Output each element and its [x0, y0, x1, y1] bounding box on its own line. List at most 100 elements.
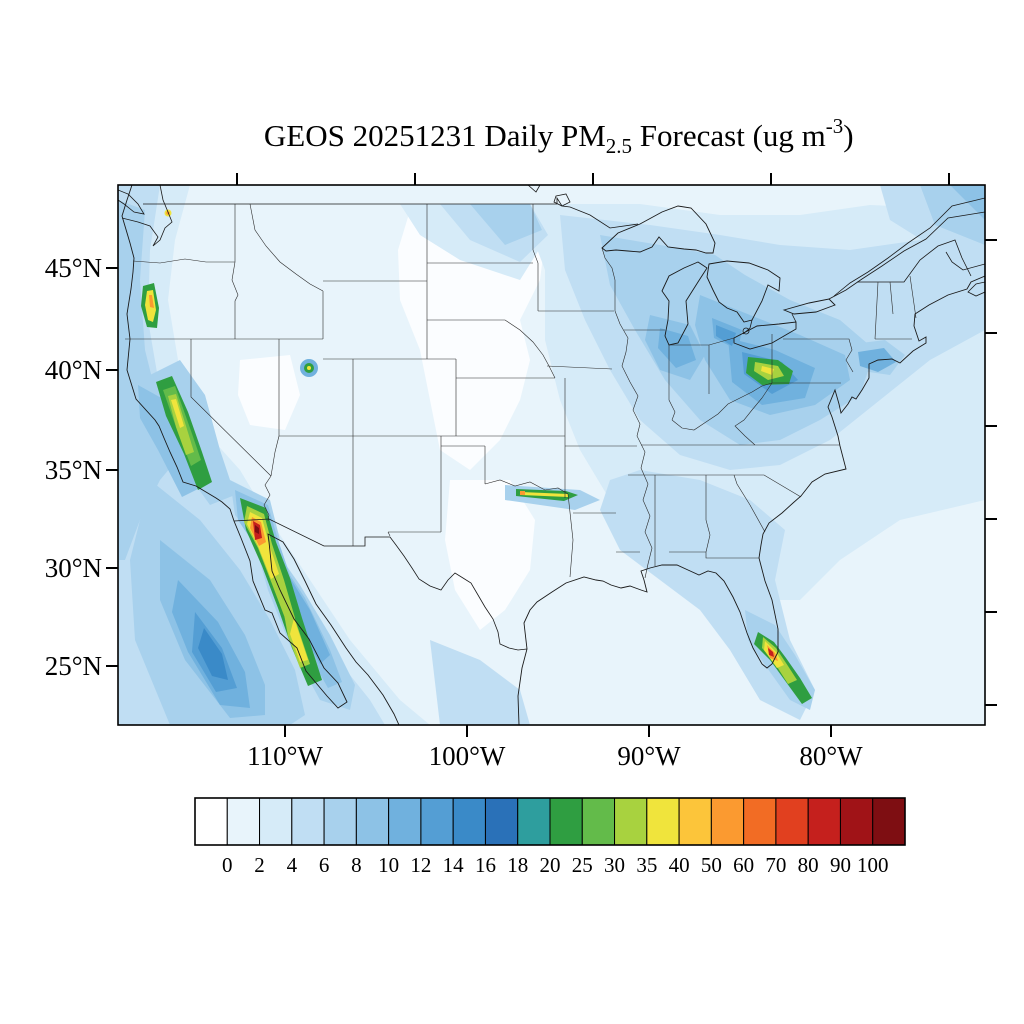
colorbar — [194, 797, 906, 846]
lake-huron — [706, 260, 781, 323]
colorbar-cell — [678, 797, 712, 846]
colorbar-cell — [872, 797, 906, 846]
lon-axis-label: 100°W — [429, 741, 506, 771]
lat-axis-label: 25°N — [45, 651, 102, 681]
colorbar-tick-label: 10 — [378, 853, 399, 877]
contour-region — [198, 628, 228, 680]
st-lawrence-north-bank — [833, 197, 985, 297]
colorbar-tick-label: 4 — [287, 853, 298, 877]
lake-of-the-woods — [553, 193, 571, 207]
colorbar-cell — [259, 797, 293, 846]
colorbar-tick-label: 8 — [351, 853, 362, 877]
state-borders — [125, 203, 917, 579]
contour-region — [138, 385, 200, 497]
colorbar-tick-label: 0 — [222, 853, 233, 877]
coastline-vancouver-island — [118, 189, 145, 215]
lat-axis-label: 30°N — [45, 553, 102, 583]
contour-region — [290, 618, 308, 662]
lake-winnipeg-tip — [527, 185, 541, 193]
colorbar-cell — [743, 797, 777, 846]
lake-superior — [601, 205, 716, 254]
title-suffix: ) — [843, 118, 853, 153]
colorbar-tick-label: 14 — [443, 853, 465, 877]
colorbar-tick-label: 2 — [254, 853, 265, 877]
lake-erie — [733, 321, 797, 350]
canada-border — [143, 196, 972, 335]
colorbar-cell — [775, 797, 809, 846]
lon-axis-label: 80°W — [799, 741, 863, 771]
contour-region — [430, 640, 530, 725]
colorbar-cell — [614, 797, 648, 846]
lake-ontario — [782, 298, 836, 315]
colorbar-tick-label: 16 — [475, 853, 496, 877]
colorbar-tick-label: 30 — [604, 853, 625, 877]
contour-region — [716, 325, 736, 346]
coastline-atlantic-gulf — [517, 275, 985, 725]
lat-axis-label: 35°N — [45, 455, 102, 485]
colorbar-cell — [581, 797, 616, 846]
contour-region — [521, 492, 568, 497]
colorbar-cell — [388, 797, 422, 846]
colorbar-cell — [517, 797, 551, 846]
contour-field — [118, 185, 985, 725]
lat-axis-label: 40°N — [45, 355, 102, 385]
plot-title: GEOS 20251231 Daily PM2.5 Forecast (ug m… — [225, 114, 877, 158]
contour-region — [255, 525, 259, 534]
lon-axis-label: 110°W — [247, 741, 323, 771]
title-superscript: -3 — [826, 114, 844, 138]
colorbar-tick-label: 70 — [765, 853, 786, 877]
colorbar-cell — [420, 797, 454, 846]
colorbar-tick-labels: 0 2 4 6 8 10 12 14 16 18 20 25 30 35 40 50 60 70 80 90 100 — [222, 853, 888, 877]
contour-region — [520, 491, 525, 495]
contour-region — [307, 366, 311, 370]
colorbar-cell — [291, 797, 325, 846]
lat-axis-label: 45°N — [45, 253, 102, 283]
axis-ticks — [106, 173, 997, 737]
colorbar-tick-label: 60 — [733, 853, 754, 877]
lon-axis-label: 90°W — [617, 741, 681, 771]
contour-region — [470, 204, 542, 245]
st-lawrence-south-bank — [828, 211, 985, 300]
contour-region — [171, 399, 184, 428]
colorbar-cell — [549, 797, 583, 846]
colorbar-cell — [807, 797, 841, 846]
colorbar-cell — [194, 797, 228, 846]
colorbar-cell — [710, 797, 745, 846]
colorbar-cell — [452, 797, 486, 846]
colorbar-tick-label: 40 — [669, 853, 690, 877]
contour-region — [238, 355, 300, 430]
colorbar-cell — [226, 797, 261, 846]
coastline-puget-sound — [121, 185, 173, 247]
colorbar-tick-label: 20 — [540, 853, 561, 877]
map-frame — [117, 184, 986, 726]
lake-michigan — [661, 261, 708, 346]
colorbar-cell — [323, 797, 357, 846]
colorbar-frame — [194, 797, 906, 846]
colorbar-cell — [355, 797, 390, 846]
colorbar-tick-label: 100 — [857, 853, 889, 877]
coastline-nova-scotia — [967, 281, 985, 297]
coastline-pacific — [121, 185, 400, 725]
colorbar-tick-label: 90 — [830, 853, 851, 877]
colorbar-tick-label: 18 — [507, 853, 528, 877]
contour-region — [768, 648, 774, 657]
coastline-maritimes — [945, 251, 985, 271]
colorbar-tick-label: 25 — [572, 853, 593, 877]
colorbar-cell — [484, 797, 519, 846]
contour-region — [445, 480, 535, 630]
colorbar-cell — [839, 797, 874, 846]
geography-outlines — [118, 185, 985, 725]
colorbar-tick-label: 12 — [410, 853, 431, 877]
mexico-border — [233, 518, 528, 651]
contour-region — [149, 295, 154, 308]
title-subscript: 2.5 — [606, 134, 632, 158]
colorbar-cell — [646, 797, 680, 846]
colorbar-tick-label: 50 — [701, 853, 722, 877]
contour-region — [761, 366, 774, 375]
axis-labels: 45°N 40°N 35°N 30°N 25°N 110°W 100°W 90°… — [45, 253, 863, 771]
title-main: GEOS 20251231 Daily PM — [264, 118, 606, 153]
colorbar-tick-label: 80 — [798, 853, 819, 877]
contour-region — [658, 328, 696, 368]
